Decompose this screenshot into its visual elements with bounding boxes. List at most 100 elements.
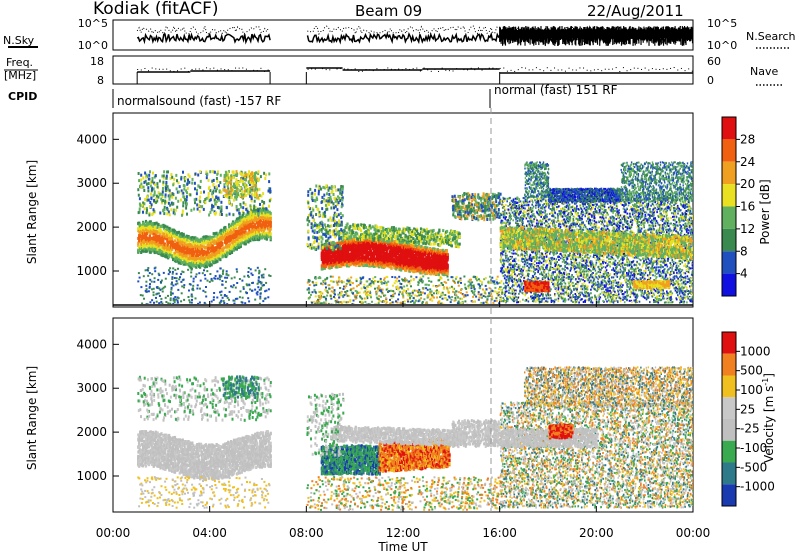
nave-point <box>355 68 356 69</box>
heatmap-cell <box>236 193 238 196</box>
heatmap-cell <box>264 226 266 229</box>
heatmap-cell <box>149 279 151 281</box>
heatmap-cell <box>186 198 188 201</box>
heatmap-cell <box>247 173 249 176</box>
heatmap-cell <box>199 288 201 290</box>
heatmap-cell <box>259 298 261 300</box>
heatmap-cell <box>254 188 256 191</box>
heatmap-cell <box>208 187 210 190</box>
nave-point <box>235 68 236 69</box>
heatmap-cell <box>191 302 193 304</box>
heatmap-cell <box>179 185 181 188</box>
nave-point <box>456 68 457 69</box>
heatmap-cell <box>156 286 158 288</box>
heatmap-cell <box>147 275 149 277</box>
heatmap-cell <box>225 287 227 289</box>
heatmap-cell <box>178 261 180 264</box>
nave-point <box>166 69 167 70</box>
heatmap-cell <box>152 172 154 175</box>
heatmap-cell <box>219 278 221 280</box>
nave-point <box>413 68 414 69</box>
heatmap-cell <box>197 184 199 187</box>
heatmap-cell <box>236 170 238 173</box>
heatmap-cell <box>200 191 202 194</box>
heatmap-cell <box>157 279 159 281</box>
heatmap-cell <box>162 193 164 196</box>
heatmap-cell <box>216 232 218 235</box>
heatmap-cell <box>254 200 256 203</box>
nave-point <box>645 68 646 69</box>
heatmap-cell <box>242 183 244 186</box>
nave-point <box>474 69 475 70</box>
nave-point <box>663 68 664 69</box>
heatmap-cell <box>212 170 214 173</box>
heatmap-cell <box>171 278 173 280</box>
heatmap-cell <box>190 284 192 286</box>
heatmap-cell <box>204 278 206 280</box>
heatmap-cell <box>262 204 264 207</box>
heatmap-cell <box>163 209 165 212</box>
nave-point <box>373 70 374 71</box>
heatmap-cell <box>257 209 259 212</box>
heatmap-cell <box>216 177 218 180</box>
heatmap-cell <box>139 208 141 211</box>
heatmap-cell <box>235 178 237 181</box>
heatmap-cell <box>151 188 153 191</box>
heatmap-cell <box>170 297 172 299</box>
nave-point <box>514 71 515 72</box>
heatmap-cell <box>159 295 161 297</box>
heatmap-cell <box>145 269 147 271</box>
heatmap-cell <box>156 195 158 198</box>
heatmap-cell <box>199 170 201 173</box>
heatmap-cell <box>180 256 182 259</box>
heatmap-cell <box>156 301 158 303</box>
strip-trace <box>137 34 270 42</box>
heatmap-cell <box>199 196 201 199</box>
heatmap-cell <box>267 210 269 213</box>
heatmap-cell <box>226 206 228 209</box>
heatmap-cell <box>159 289 161 291</box>
nave-point <box>206 67 207 68</box>
heatmap-cell <box>220 191 222 194</box>
nave-point <box>409 69 410 70</box>
heatmap-cell <box>241 280 243 282</box>
nave-point <box>540 69 541 70</box>
heatmap-cell <box>224 294 226 296</box>
heatmap-cell <box>243 288 245 290</box>
heatmap-cell <box>191 299 193 301</box>
nave-point <box>322 68 323 69</box>
heatmap-cell <box>223 300 225 302</box>
heatmap-cell <box>258 270 260 272</box>
heatmap-cell <box>245 194 247 197</box>
heatmap-cell <box>148 239 150 242</box>
nave-point <box>637 68 638 69</box>
heatmap-cell <box>206 270 208 272</box>
heatmap-cell <box>211 301 213 303</box>
nave-point <box>347 69 348 70</box>
nave-point <box>246 69 247 70</box>
heatmap-cell <box>146 183 148 186</box>
heatmap-cell <box>229 213 231 216</box>
heatmap-cell <box>203 236 205 239</box>
heatmap-cell <box>208 179 210 182</box>
heatmap-cell <box>191 268 193 270</box>
heatmap-cell <box>211 247 213 250</box>
heatmap-cell <box>247 271 249 273</box>
date-title: 22/Aug/2011 <box>587 2 684 20</box>
heatmap-cell <box>172 267 174 269</box>
nave-point <box>674 67 675 68</box>
nave-point <box>144 68 145 69</box>
heatmap-cell <box>193 265 195 268</box>
nave-point <box>362 71 363 72</box>
heatmap-cell <box>188 299 190 301</box>
heatmap-cell <box>173 178 175 181</box>
heatmap-cell <box>250 268 252 270</box>
heatmap-cell <box>205 286 207 288</box>
heatmap-cell <box>220 229 222 232</box>
nave-point <box>572 69 573 70</box>
heatmap-cell <box>221 243 223 246</box>
nave-point <box>329 69 330 70</box>
heatmap-cell <box>165 193 167 196</box>
heatmap-cell <box>172 193 174 196</box>
nave-point <box>471 68 472 69</box>
